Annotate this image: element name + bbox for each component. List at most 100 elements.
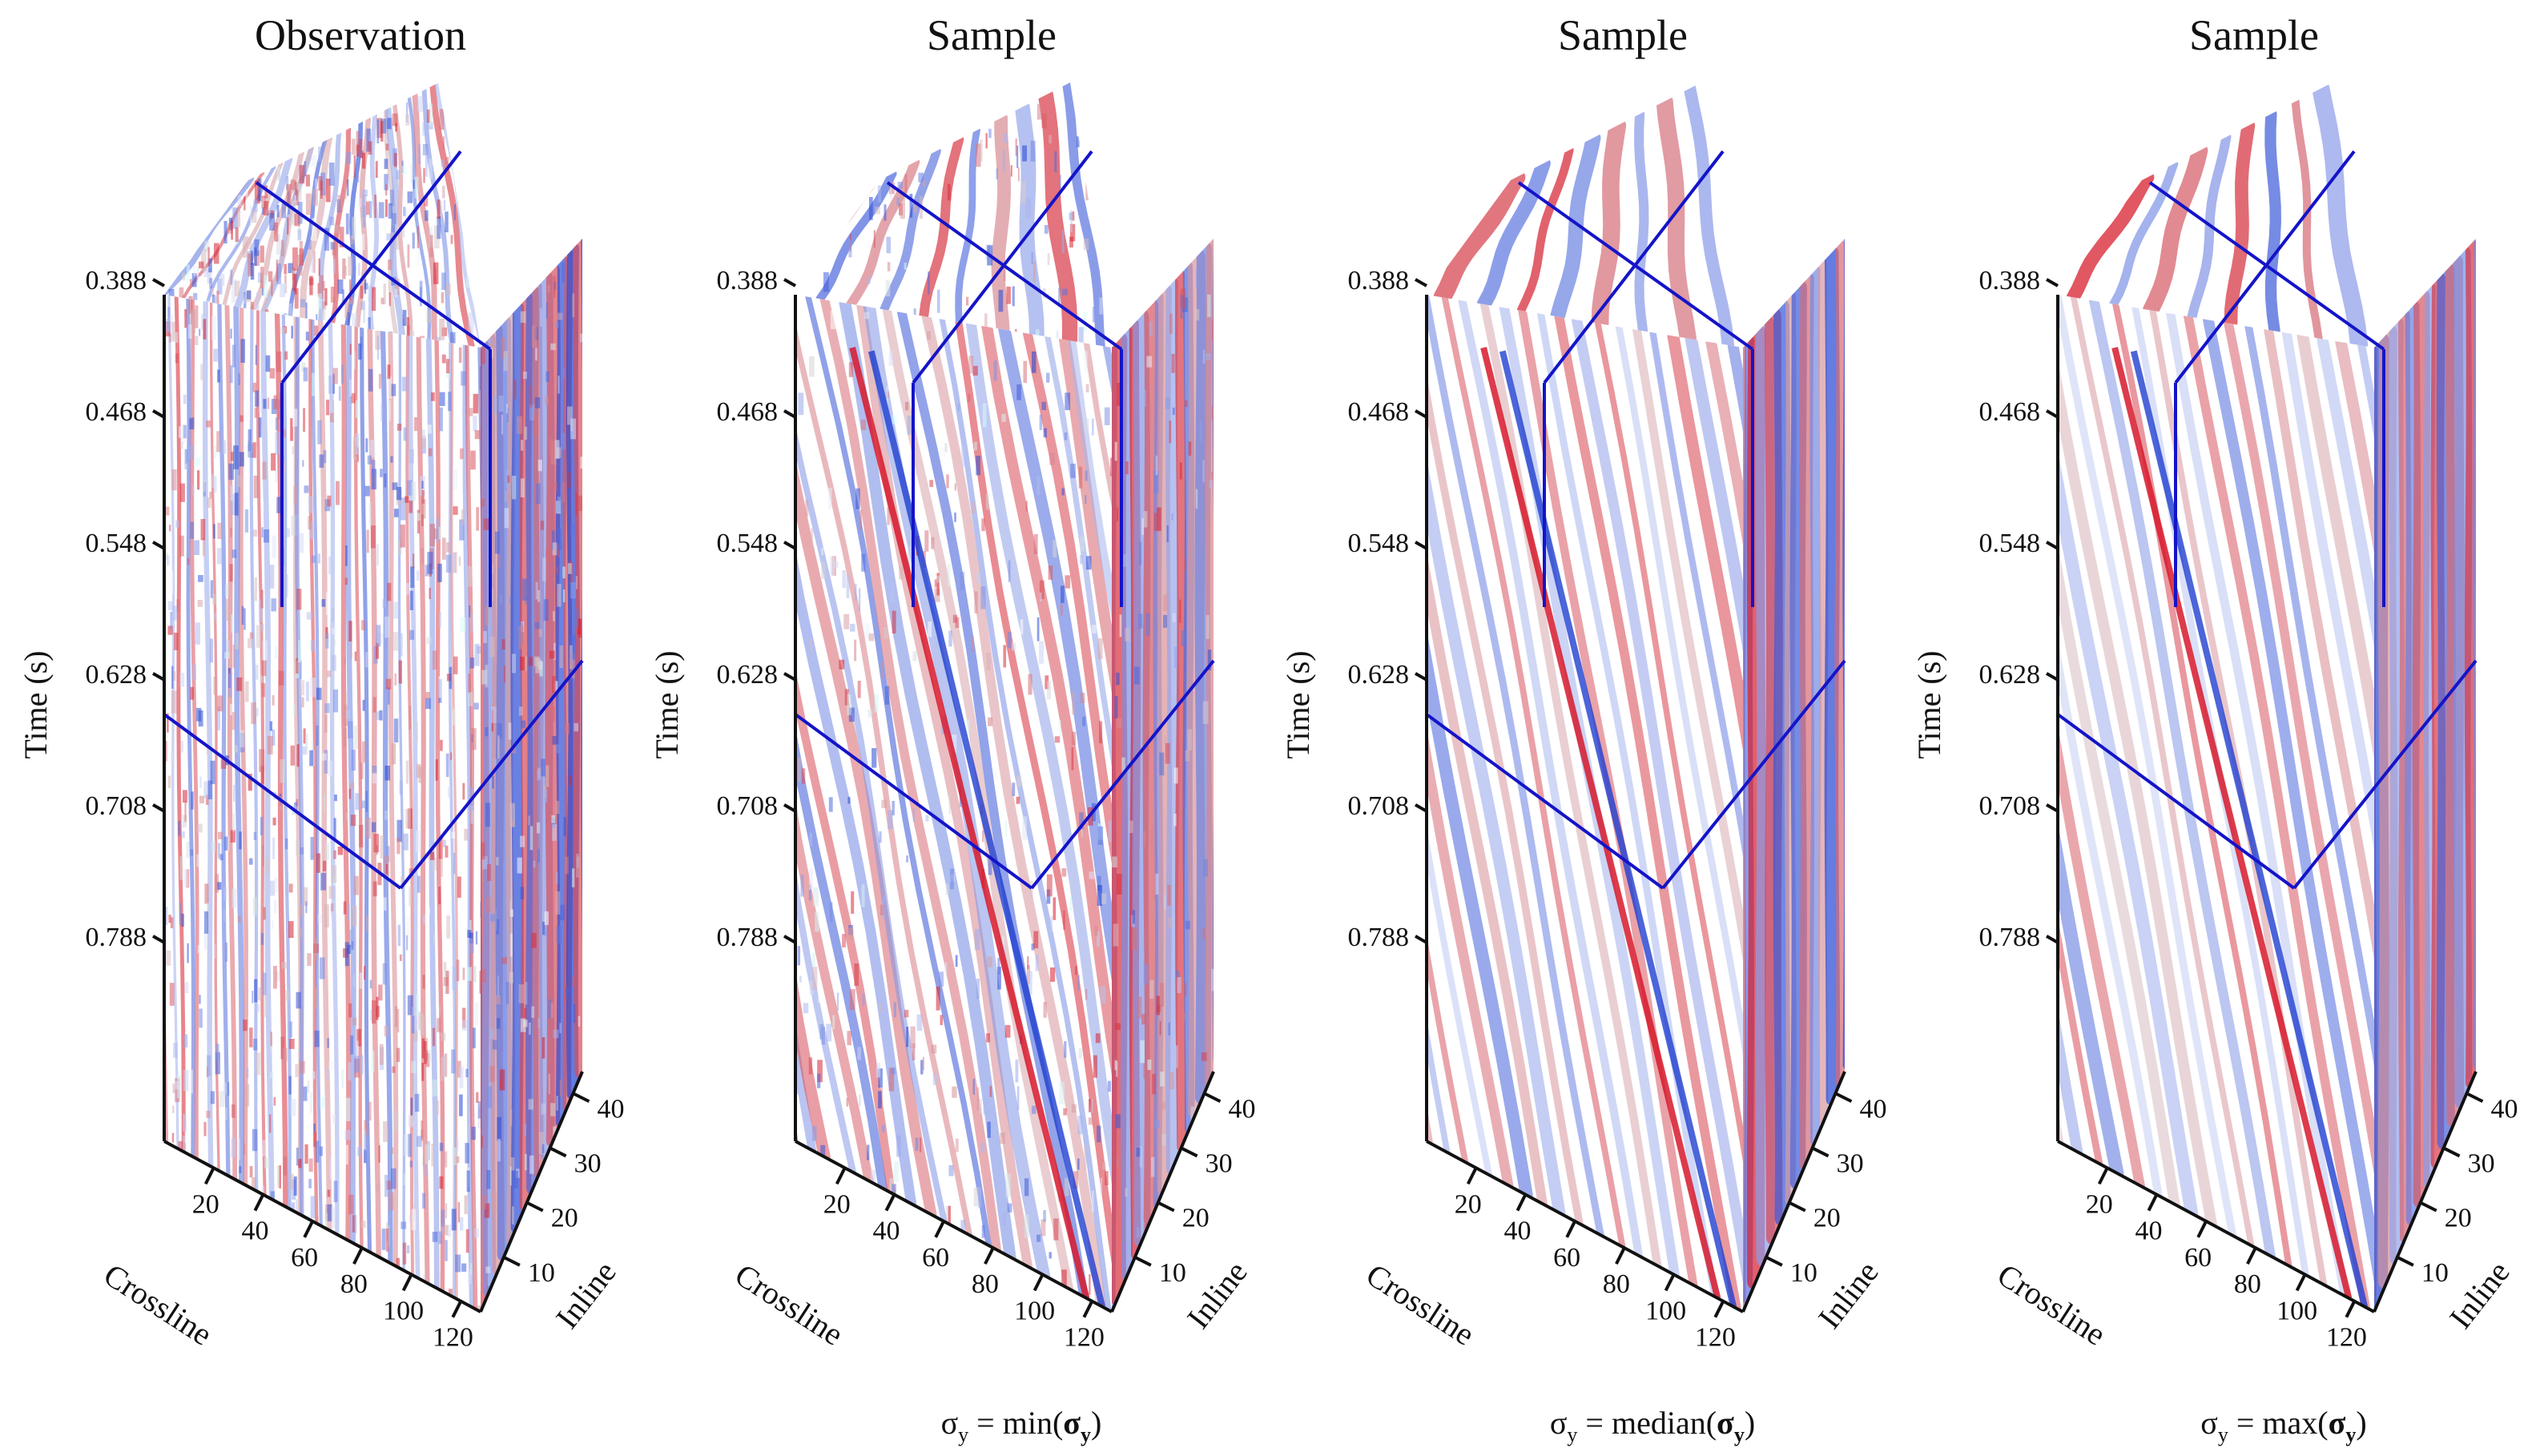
noise-speck bbox=[304, 1144, 308, 1164]
noise-speck bbox=[554, 444, 556, 465]
noise-speck bbox=[525, 982, 527, 1004]
noise-speck bbox=[1079, 1048, 1082, 1059]
noise-speck bbox=[175, 1081, 180, 1089]
noise-speck bbox=[443, 840, 446, 847]
noise-speck bbox=[279, 702, 280, 721]
noise-speck bbox=[231, 1104, 235, 1118]
noise-speck bbox=[525, 1154, 527, 1170]
crossline-tick-mark bbox=[1616, 1248, 1624, 1264]
noise-speck bbox=[412, 1016, 415, 1033]
noise-speck bbox=[442, 537, 446, 560]
noise-speck bbox=[296, 1200, 297, 1218]
noise-speck bbox=[1043, 1210, 1046, 1222]
noise-speck bbox=[874, 230, 875, 247]
noise-speck bbox=[534, 414, 538, 434]
noise-speck bbox=[215, 943, 216, 959]
noise-speck bbox=[955, 484, 956, 491]
noise-speck bbox=[446, 542, 449, 553]
crossline-tick-label: 100 bbox=[1014, 1296, 1055, 1325]
noise-speck bbox=[907, 416, 912, 435]
wavelet-stripe bbox=[1239, 239, 1397, 263]
noise-speck bbox=[1089, 1274, 1090, 1295]
noise-speck bbox=[475, 1003, 478, 1026]
noise-speck bbox=[490, 1028, 494, 1039]
noise-speck bbox=[379, 202, 384, 218]
noise-speck bbox=[1084, 1145, 1086, 1168]
noise-speck bbox=[1017, 1086, 1020, 1110]
noise-speck bbox=[392, 384, 396, 396]
crossline-tick-label: 40 bbox=[1503, 1217, 1531, 1246]
noise-speck bbox=[1206, 353, 1210, 360]
noise-speck bbox=[183, 1114, 187, 1132]
noise-speck bbox=[405, 115, 409, 126]
noise-speck bbox=[310, 1092, 313, 1112]
noise-speck bbox=[949, 793, 951, 814]
noise-speck bbox=[433, 1028, 435, 1046]
noise-speck bbox=[1097, 1126, 1101, 1143]
noise-speck bbox=[513, 1171, 518, 1189]
wavelet-stripe bbox=[1822, 263, 1824, 1121]
noise-speck bbox=[443, 1225, 449, 1235]
noise-speck bbox=[1042, 114, 1047, 128]
noise-speck bbox=[1101, 1178, 1102, 1195]
time-tick-mark bbox=[784, 936, 795, 943]
noise-speck bbox=[429, 159, 433, 179]
noise-speck bbox=[415, 722, 418, 743]
noise-speck bbox=[274, 877, 277, 891]
noise-speck bbox=[238, 374, 240, 385]
noise-speck bbox=[174, 633, 178, 650]
noise-speck bbox=[1105, 1171, 1109, 1185]
caption-fn: min( bbox=[1003, 1405, 1064, 1441]
noise-speck bbox=[172, 1133, 174, 1143]
noise-speck bbox=[198, 276, 203, 292]
noise-speck bbox=[362, 195, 367, 218]
noise-speck bbox=[1070, 464, 1076, 478]
noise-speck bbox=[308, 517, 312, 530]
noise-speck bbox=[289, 883, 293, 892]
noise-speck bbox=[937, 290, 940, 313]
noise-speck bbox=[1053, 897, 1057, 919]
noise-speck bbox=[244, 1084, 249, 1107]
noise-speck bbox=[1031, 252, 1033, 264]
noise-speck bbox=[1206, 615, 1210, 639]
noise-speck bbox=[324, 904, 329, 927]
noise-speck bbox=[345, 578, 348, 585]
crossline-tick-label: 120 bbox=[1695, 1323, 1736, 1353]
time-tick-mark bbox=[1415, 280, 1427, 286]
noise-speck bbox=[1072, 1104, 1077, 1113]
noise-speck bbox=[168, 915, 171, 923]
noise-speck bbox=[203, 1122, 206, 1136]
noise-speck bbox=[217, 882, 221, 890]
noise-speck bbox=[1037, 104, 1041, 120]
noise-speck bbox=[481, 499, 485, 507]
noise-speck bbox=[1114, 696, 1117, 718]
time-tick-mark bbox=[784, 805, 795, 811]
noise-speck bbox=[863, 994, 865, 1006]
noise-speck bbox=[1116, 1114, 1121, 1128]
noise-speck bbox=[195, 622, 200, 644]
noise-speck bbox=[362, 190, 368, 196]
noise-speck bbox=[898, 182, 904, 188]
noise-speck bbox=[1004, 267, 1006, 281]
noise-speck bbox=[388, 259, 392, 270]
noise-speck bbox=[211, 316, 216, 340]
noise-speck bbox=[940, 448, 945, 457]
noise-speck bbox=[409, 1215, 411, 1221]
noise-speck bbox=[245, 509, 248, 533]
noise-speck bbox=[376, 1185, 380, 1192]
caption-arg: σ bbox=[2329, 1405, 2346, 1441]
noise-speck bbox=[555, 891, 560, 915]
wavelet-stripe bbox=[594, 225, 596, 1040]
noise-speck bbox=[372, 1000, 376, 1024]
noise-speck bbox=[408, 191, 413, 203]
wavelet-stripe bbox=[1806, 279, 1808, 1163]
noise-speck bbox=[847, 797, 850, 803]
noise-speck bbox=[253, 383, 257, 392]
noise-speck bbox=[363, 300, 365, 323]
noise-speck bbox=[362, 742, 366, 762]
noise-speck bbox=[251, 251, 253, 264]
noise-speck bbox=[437, 564, 442, 582]
noise-speck bbox=[384, 617, 390, 638]
inline-tick-label: 40 bbox=[597, 1094, 624, 1124]
noise-speck bbox=[561, 433, 566, 450]
